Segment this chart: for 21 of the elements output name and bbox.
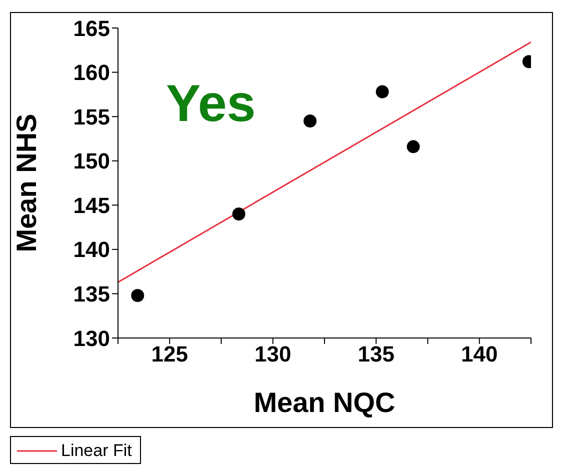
x-tick-label: 140 — [461, 342, 498, 367]
point — [406, 140, 420, 154]
y-tick-label: 155 — [73, 104, 110, 130]
y-tick-label: 130 — [73, 326, 110, 351]
x-axis-title: Mean NQC — [254, 387, 396, 418]
y-tick-label: 140 — [73, 237, 110, 262]
y-tick-label: 145 — [73, 192, 110, 218]
y-tick-label: 160 — [73, 60, 110, 86]
x-tick-label: 125 — [151, 342, 188, 367]
point — [376, 85, 389, 98]
y-axis-title: Mean NHS — [10, 114, 42, 252]
point — [304, 114, 317, 128]
y-tick-label: 135 — [73, 282, 110, 307]
x-tick-label: 135 — [358, 342, 394, 367]
x-tick-label: 130 — [254, 342, 292, 367]
point — [131, 288, 144, 302]
legend-label: Linear Fit — [60, 441, 132, 461]
y-tick-label: 165 — [73, 16, 110, 41]
y-tick-label: 150 — [73, 148, 110, 174]
annotation: Yes — [166, 74, 256, 134]
point — [232, 208, 246, 220]
